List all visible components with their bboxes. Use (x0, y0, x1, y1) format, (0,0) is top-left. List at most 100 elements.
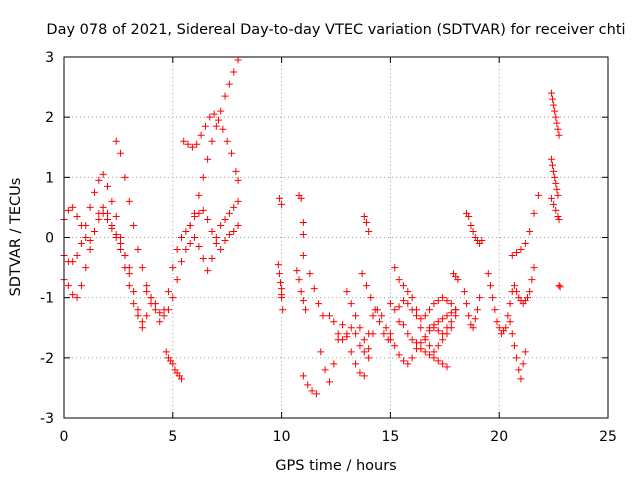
data-point (217, 246, 225, 254)
data-point (191, 209, 199, 217)
data-point (399, 297, 407, 305)
data-point (234, 197, 242, 205)
data-point (513, 288, 521, 296)
data-point (138, 324, 146, 332)
data-point (212, 122, 220, 130)
data-point (330, 360, 338, 368)
data-point (443, 330, 451, 338)
data-point (234, 221, 242, 229)
data-point (526, 288, 534, 296)
data-point (228, 149, 236, 157)
data-point (195, 191, 203, 199)
data-point (217, 107, 225, 115)
data-point (104, 182, 112, 190)
data-point (162, 348, 170, 356)
data-point (64, 282, 72, 290)
data-point (408, 354, 416, 362)
series-track-ae (508, 191, 542, 260)
data-point (125, 264, 133, 272)
data-point (82, 264, 90, 272)
data-point (117, 246, 125, 254)
series-track-k (274, 261, 287, 314)
data-point (199, 255, 207, 263)
data-point (210, 110, 218, 118)
data-point (413, 306, 421, 314)
data-point (297, 194, 305, 202)
x-tick-label: 5 (168, 429, 177, 445)
data-point (134, 312, 142, 320)
data-point (204, 155, 212, 163)
data-point (319, 312, 327, 320)
data-point (108, 197, 116, 205)
y-tick-label: -3 (40, 411, 54, 427)
data-point (434, 297, 442, 305)
data-point (358, 270, 366, 278)
data-point (204, 215, 212, 223)
data-point (221, 215, 229, 223)
data-point (352, 360, 360, 368)
data-point (439, 360, 447, 368)
data-point (334, 330, 342, 338)
data-point (426, 351, 434, 359)
data-point (528, 276, 536, 284)
data-point (434, 327, 442, 335)
data-point (360, 348, 368, 356)
data-point (325, 378, 333, 386)
data-point (447, 324, 455, 332)
data-point (471, 315, 479, 323)
data-point (299, 252, 307, 260)
data-point (547, 194, 555, 202)
data-point (315, 300, 323, 308)
data-point (550, 101, 558, 109)
series-track-t (358, 270, 392, 344)
data-point (77, 240, 85, 248)
series-track-af (510, 264, 538, 308)
data-point (395, 351, 403, 359)
data-point (447, 318, 455, 326)
data-point (508, 330, 516, 338)
data-point (555, 215, 563, 223)
data-point (549, 95, 557, 103)
data-point (384, 336, 392, 344)
y-tick-label: 1 (45, 170, 54, 186)
data-point (495, 324, 503, 332)
data-point (193, 140, 201, 148)
data-point (156, 309, 164, 317)
series-track-m (293, 267, 310, 314)
data-point (434, 318, 442, 326)
data-point (347, 324, 355, 332)
data-point (195, 243, 203, 251)
data-point (484, 270, 492, 278)
data-point (206, 113, 214, 121)
data-point (404, 360, 412, 368)
data-point (112, 230, 120, 238)
data-point (317, 348, 325, 356)
data-point (299, 218, 307, 226)
data-point (121, 173, 129, 181)
data-point (69, 203, 77, 211)
data-point (347, 348, 355, 356)
data-point (502, 324, 510, 332)
data-point (365, 345, 373, 353)
data-point (443, 363, 451, 371)
data-point (404, 330, 412, 338)
data-point (395, 303, 403, 311)
data-point (199, 173, 207, 181)
data-point (108, 224, 116, 232)
data-point (180, 137, 188, 145)
data-point (521, 348, 529, 356)
data-point (547, 155, 555, 163)
data-point (439, 336, 447, 344)
data-point (550, 200, 558, 208)
data-point (64, 206, 72, 214)
data-point (465, 212, 473, 220)
data-point (182, 246, 190, 254)
data-point (156, 318, 164, 326)
data-point (378, 312, 386, 320)
series-track-ah (547, 155, 562, 199)
x-tick-labels: 0 5 10 15 20 25 (60, 429, 617, 445)
data-point (467, 221, 475, 229)
data-point (491, 306, 499, 314)
data-point (352, 312, 360, 320)
